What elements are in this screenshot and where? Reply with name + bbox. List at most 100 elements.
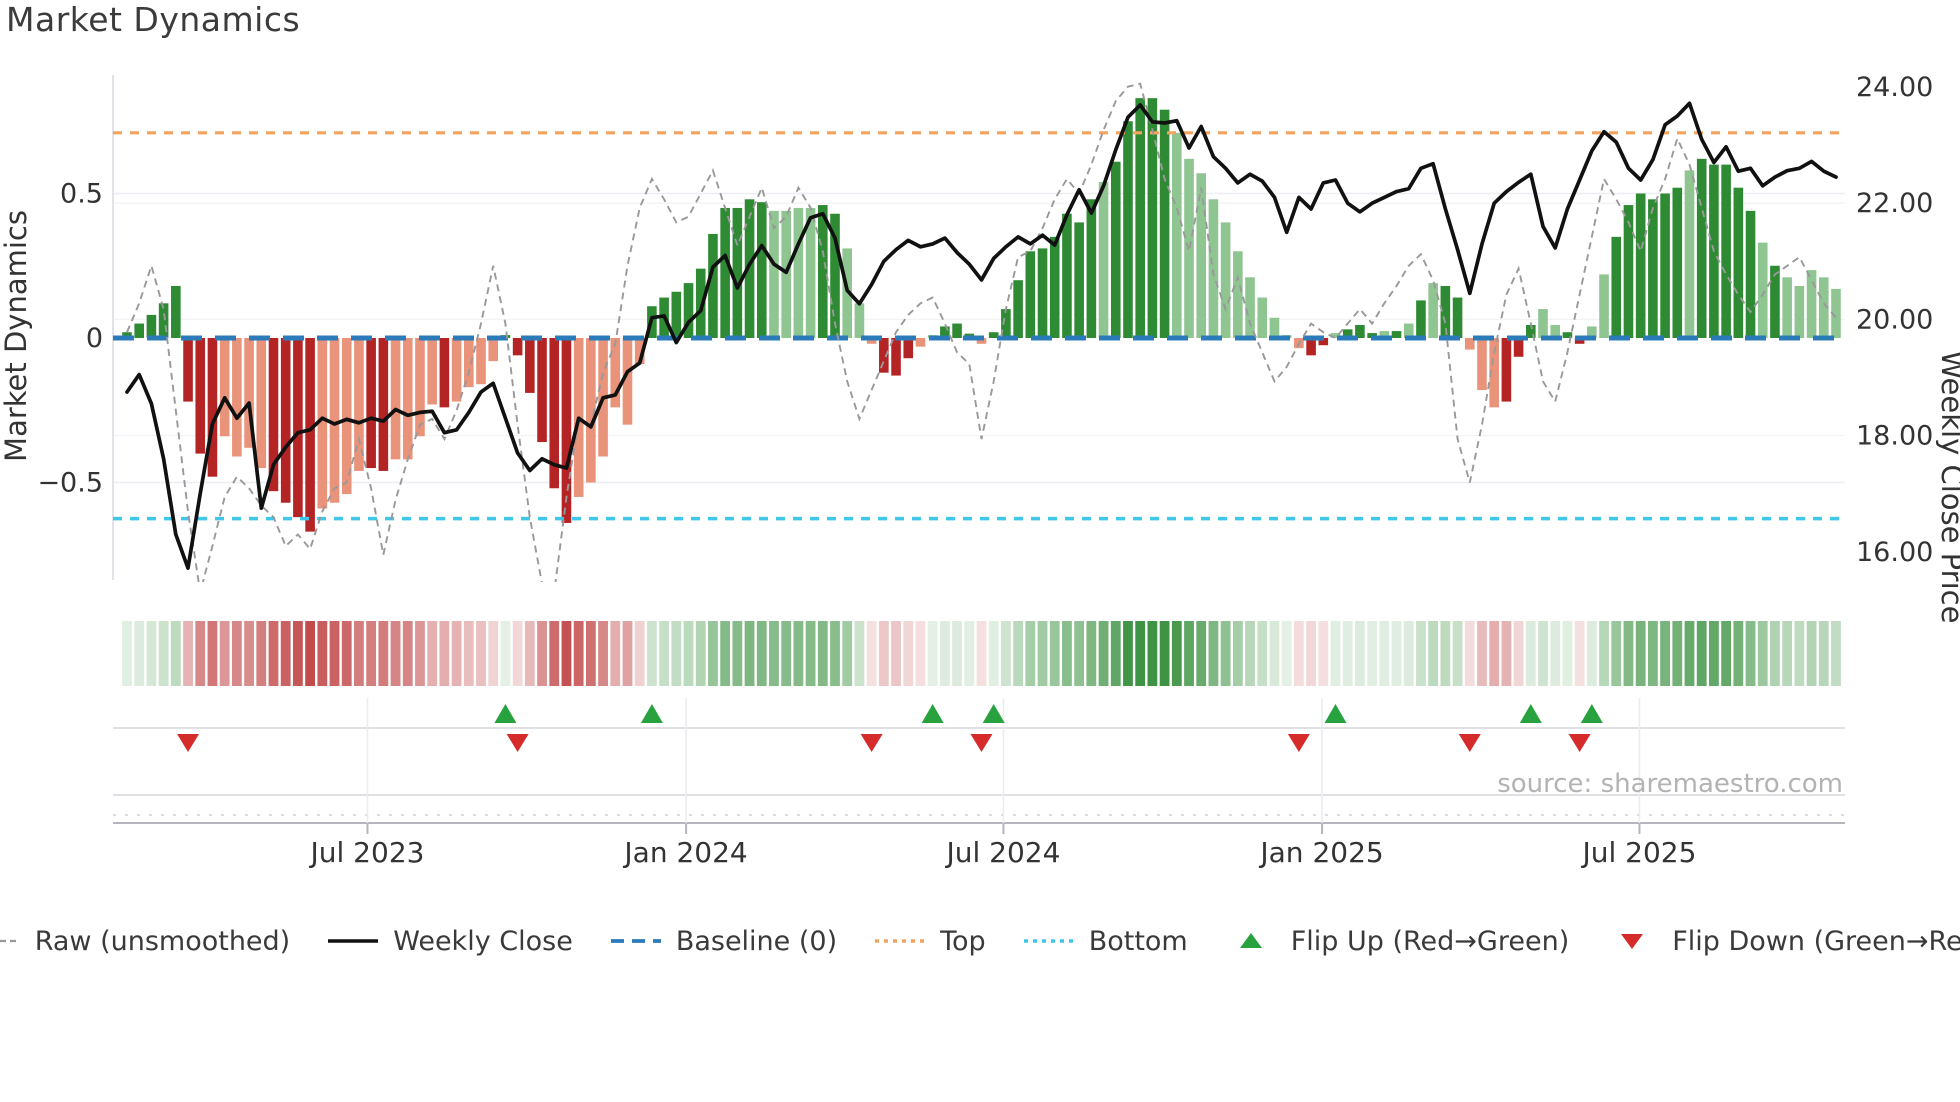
momentum-bar <box>1831 288 1841 338</box>
momentum-bar <box>683 283 694 338</box>
source-attribution: source: sharemaestro.com <box>1497 769 1843 799</box>
heatmap-cell <box>366 621 377 686</box>
heatmap-cell <box>549 621 560 686</box>
momentum-bar <box>1025 251 1036 338</box>
momentum-bar <box>1721 164 1731 338</box>
heatmap-cell <box>1550 621 1561 686</box>
heatmap-cell <box>1013 621 1024 686</box>
weekly-close-line <box>125 101 1838 570</box>
heatmap-cell <box>708 621 718 686</box>
momentum-bar <box>1550 324 1561 338</box>
momentum-bar <box>952 323 962 338</box>
legend-label: Weekly Close <box>393 925 573 957</box>
heatmap-cell <box>354 621 364 686</box>
heatmap-cell <box>488 621 499 686</box>
momentum-bar <box>158 303 169 338</box>
heatmap-cell <box>244 621 254 686</box>
momentum-bar <box>1452 297 1463 338</box>
heatmap-cell <box>1660 621 1670 686</box>
heatmap-cell <box>1574 621 1585 686</box>
momentum-bar <box>537 338 547 443</box>
heatmap-cell <box>671 621 682 686</box>
heatmap-cell <box>598 621 608 686</box>
momentum-bar <box>1220 222 1231 338</box>
momentum-bar <box>854 303 865 338</box>
heatmap-cell <box>756 621 767 686</box>
momentum-bar <box>1135 98 1145 338</box>
momentum-bar <box>891 338 901 376</box>
dash-blue-swatch-icon <box>609 930 663 952</box>
momentum-bar <box>1245 277 1255 338</box>
heatmap-cell <box>1538 621 1548 686</box>
heatmap-cell <box>1489 621 1500 686</box>
momentum-bar <box>1782 277 1792 338</box>
heatmap-cell <box>1281 621 1292 686</box>
momentum-bar <box>1001 309 1011 338</box>
heatmap-cell <box>769 621 779 686</box>
momentum-bar <box>1355 324 1365 338</box>
momentum-bar <box>1757 242 1768 338</box>
momentum-bar <box>439 338 450 408</box>
heatmap-cell <box>683 621 694 686</box>
heatmap-cell <box>415 621 425 686</box>
momentum-bar <box>1416 300 1426 338</box>
heatmap-cell <box>1562 621 1573 686</box>
momentum-bar <box>268 338 279 492</box>
heatmap-cell <box>634 621 645 686</box>
momentum-bar <box>879 338 889 373</box>
heatmap-cell <box>866 621 877 686</box>
right-tick-label: 20.00 <box>1856 304 1933 335</box>
momentum-bar <box>1037 248 1048 338</box>
momentum-bar <box>915 338 926 347</box>
heatmap-cell <box>561 621 572 686</box>
momentum-bar <box>817 205 828 338</box>
heatmap-cell <box>1123 621 1133 686</box>
momentum-bar <box>341 338 352 495</box>
heatmap-cell <box>378 621 389 686</box>
heatmap-cell <box>231 621 242 686</box>
legend-label: Raw (unsmoothed) <box>34 925 291 957</box>
heatmap-cell <box>854 621 865 686</box>
momentum-bar <box>744 199 755 338</box>
heatmap-cell <box>659 621 670 686</box>
heatmap-cell <box>1525 621 1536 686</box>
momentum-bar <box>1562 332 1573 338</box>
momentum-bar <box>610 338 621 408</box>
heatmap-cell <box>1159 621 1170 686</box>
momentum-bar <box>195 338 206 454</box>
flip-up-marker <box>640 704 663 723</box>
momentum-bar <box>476 338 486 385</box>
heatmap-cell <box>1330 621 1341 686</box>
momentum-bar <box>1464 338 1475 350</box>
heatmap-cell <box>1367 621 1378 686</box>
momentum-bar <box>976 338 987 344</box>
heatmap-cell <box>1232 621 1243 686</box>
momentum-bar <box>1672 187 1683 338</box>
flip-up-marker <box>982 704 1005 723</box>
legend-item-0: Raw (unsmoothed) <box>0 926 290 957</box>
right-tick-label: 16.00 <box>1856 537 1933 568</box>
heatmap-cell <box>1208 621 1219 686</box>
heatmap-cell <box>512 621 523 686</box>
momentum-bar <box>1330 333 1341 338</box>
flip-up-marker <box>1519 704 1542 723</box>
heatmap-cell <box>1379 621 1390 686</box>
heatmap-cell <box>158 621 169 686</box>
gridlines <box>112 75 1845 580</box>
momentum-bar <box>1391 331 1402 338</box>
heatmap-cell <box>1403 621 1414 686</box>
flip-up-marker <box>494 704 517 723</box>
dot-orange-swatch-icon <box>873 930 927 952</box>
momentum-bar <box>402 338 413 460</box>
heatmap-cell <box>1647 621 1658 686</box>
heatmap-cell <box>1293 621 1304 686</box>
tri-up-swatch-icon <box>1224 930 1278 952</box>
flip-down-marker <box>970 734 993 752</box>
legend-label: Top <box>940 925 986 957</box>
momentum-bar <box>1196 173 1207 338</box>
reference-lines <box>113 131 1845 521</box>
heatmap-cell <box>1623 621 1634 686</box>
momentum-bar <box>634 338 645 365</box>
legend-label: Flip Down (Green→Red) <box>1672 925 1960 957</box>
momentum-bar <box>293 338 303 518</box>
